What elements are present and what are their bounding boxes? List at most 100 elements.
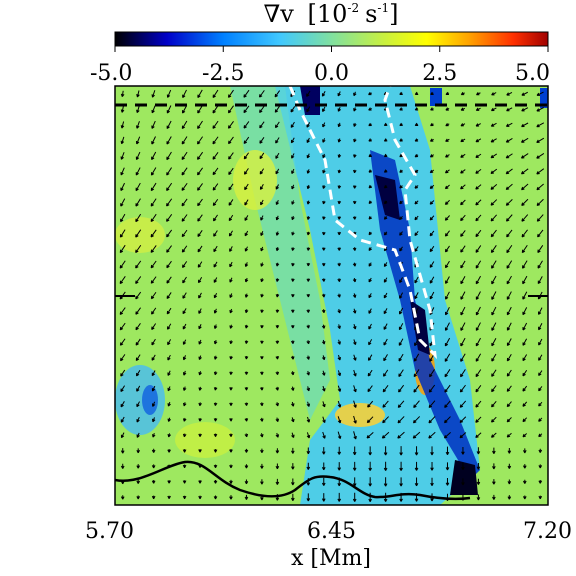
vector-arrow [260, 417, 264, 422]
vector-arrow [522, 495, 527, 500]
vector-arrow [538, 338, 543, 346]
yellow-patch [233, 150, 277, 210]
vector-arrow [136, 105, 140, 114]
vector-arrow [120, 416, 125, 423]
vector-arrow [135, 198, 141, 207]
vector-arrow [135, 213, 142, 223]
vector-arrow [337, 169, 342, 174]
vector-arrow [136, 495, 141, 500]
vector-arrow [461, 446, 465, 455]
vector-arrow [260, 215, 264, 221]
vector-arrow [151, 323, 157, 330]
vector-arrow [399, 461, 403, 471]
vector-arrow [322, 416, 326, 423]
vector-arrow [444, 199, 450, 205]
vector-arrow [136, 121, 140, 129]
vector-arrow [460, 337, 466, 347]
vector-arrow [352, 461, 357, 471]
vector-arrow [291, 247, 295, 251]
vector-arrow [212, 136, 219, 145]
vector-arrow [197, 105, 203, 114]
vector-arrow [352, 277, 357, 283]
vector-arrow [228, 136, 234, 145]
vector-arrow [306, 386, 311, 392]
vector-arrow [182, 495, 187, 499]
vector-arrow [475, 353, 482, 362]
vector-arrow [383, 262, 388, 267]
vector-arrow [166, 198, 173, 207]
vector-arrow [521, 244, 528, 254]
vector-arrow [491, 291, 497, 300]
vector-arrow [536, 214, 544, 222]
dark-lane [430, 88, 442, 106]
yellow-patch [335, 403, 385, 427]
vector-arrow [505, 168, 513, 175]
vector-arrow [383, 308, 388, 315]
vector-arrow [460, 169, 466, 174]
vector-arrow [505, 153, 513, 159]
vector-arrow [414, 107, 419, 111]
vector-arrow [522, 417, 528, 423]
vector-arrow [166, 292, 172, 299]
vector-arrow [429, 369, 435, 378]
vector-arrow [198, 418, 202, 422]
vector-arrow [537, 229, 544, 238]
vector-arrow [197, 198, 203, 207]
vector-arrow [120, 198, 126, 207]
vector-arrow [244, 183, 249, 191]
vector-arrow [445, 446, 450, 455]
vector-arrow [521, 137, 529, 143]
vector-arrow [398, 338, 404, 346]
vector-arrow [475, 291, 481, 300]
vector-arrow [229, 324, 233, 329]
vector-arrow [135, 151, 141, 160]
vector-arrow [459, 384, 466, 393]
vector-arrow [120, 167, 125, 176]
vector-arrow [461, 462, 465, 470]
vector-arrow [150, 291, 157, 300]
vector-arrow [306, 370, 310, 376]
vector-arrow [197, 245, 203, 253]
vector-arrow [306, 184, 311, 190]
vector-arrow [275, 386, 280, 391]
vector-arrow [490, 183, 498, 190]
vector-arrow [290, 340, 295, 344]
vector-arrow [244, 479, 249, 485]
vector-arrow [382, 369, 389, 377]
vector-arrow [120, 432, 125, 439]
vector-arrow [506, 401, 512, 408]
vector-arrow [322, 138, 326, 143]
vector-arrow [181, 261, 188, 268]
vector-arrow [460, 260, 466, 269]
vector-arrow [260, 231, 264, 236]
colorbar-tick-label: 5.0 [515, 61, 550, 86]
vector-arrow [491, 369, 497, 377]
vector-arrow [475, 123, 481, 127]
vector-arrow [460, 369, 466, 378]
vector-arrow [291, 184, 295, 190]
vector-arrow [182, 417, 187, 422]
vector-arrow [353, 138, 357, 143]
vector-arrow [536, 91, 544, 96]
vector-arrow [538, 401, 543, 407]
vector-arrow [475, 214, 482, 222]
dark-lane [370, 150, 480, 480]
vector-arrow [475, 153, 482, 159]
vector-arrow [429, 276, 435, 284]
vector-arrow [135, 369, 141, 377]
dark-lane [300, 86, 320, 115]
vector-arrow [366, 431, 374, 439]
vector-arrow [212, 105, 219, 114]
vector-arrow [306, 493, 311, 502]
vector-arrow [337, 446, 342, 455]
vector-arrow [213, 433, 218, 437]
vector-arrow [275, 325, 280, 329]
vector-arrow [444, 369, 451, 378]
vector-arrow [258, 90, 265, 98]
vector-arrow [166, 276, 172, 284]
black-contour [115, 460, 471, 501]
vector-arrow [368, 492, 372, 502]
vector-arrow [476, 478, 481, 485]
vector-arrow [475, 306, 481, 316]
vector-arrow [135, 276, 142, 284]
